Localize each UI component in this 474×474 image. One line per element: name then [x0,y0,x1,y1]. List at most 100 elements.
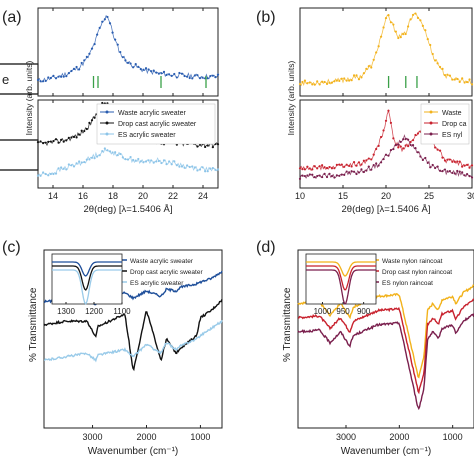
data-point [85,127,88,131]
inset-x-tick-label: 1200 [85,307,103,316]
data-point [201,166,204,169]
x-axis-label: 2θ(deg) [λ=1.5406 Å] [84,204,173,215]
data-point [318,165,321,168]
data-point [49,172,52,176]
data-point [308,81,311,84]
data-point [308,173,311,176]
data-point [404,138,407,141]
data-point [345,79,348,82]
data-point [365,67,368,70]
legend-box [96,103,216,145]
inset-x-tick-label: 1100 [113,307,131,316]
data-point [44,79,47,83]
data-point [168,73,171,76]
data-point [446,73,449,76]
data-point [365,169,368,172]
x-tick-label: 20 [381,191,391,201]
data-point [54,77,58,80]
data-point [443,159,447,162]
data-point [407,25,410,28]
data-point [468,166,471,169]
data-point [214,168,217,171]
data-point [196,74,199,77]
data-point [377,164,380,167]
data-point [434,166,437,170]
data-point [70,69,73,73]
data-point [360,76,363,79]
x-tick-label: 30 [467,191,474,201]
data-point [49,76,52,80]
data-point [313,175,316,179]
data-point [468,78,471,81]
data-point [392,137,395,140]
data-point [132,158,135,162]
data-point [298,167,302,170]
data-point [80,61,83,65]
x-tick-label: 1000 [443,432,463,442]
data-point [144,160,148,163]
data-point [377,144,380,147]
inset-series-line [306,265,376,291]
legend-entry: ES nyl [442,132,463,139]
inset-x-tick-label: 900 [357,307,371,316]
x-axis-label: Wavenumber (cm⁻¹) [88,446,178,457]
x-axis-label: 2θ(deg) [λ=1.5406 Å] [342,204,431,215]
data-point [139,68,142,71]
data-point [340,173,343,176]
data-point [451,78,454,81]
data-point [165,73,168,77]
data-point [90,156,94,159]
data-point [98,26,101,29]
series-line [297,313,474,411]
data-point [416,16,420,19]
data-point [357,171,361,174]
data-point [431,163,434,167]
data-point [355,172,358,176]
data-point [379,35,383,38]
data-point [98,154,101,157]
legend-marker [105,132,109,136]
data-point [424,29,427,32]
x-tick-label: 2000 [389,432,409,442]
data-point [451,160,454,163]
data-point [88,158,91,161]
data-point [39,140,42,143]
data-point [142,161,145,164]
data-point [47,174,50,177]
data-point [441,170,444,173]
x-tick-label: 20 [138,191,148,201]
data-point [303,168,307,171]
data-point [191,77,194,80]
x-tick-label: 22 [168,191,178,201]
data-point [416,132,420,135]
data-point [399,36,402,39]
data-point [379,161,383,164]
data-point [114,151,117,154]
data-point [206,77,209,80]
data-point [328,172,331,175]
data-point [414,146,417,150]
data-point [411,13,415,17]
data-point [384,16,388,20]
panel-d: 3000 2000 1000 Wavenumber (cm⁻¹) % Transmitt… [282,249,474,457]
data-point [465,163,469,166]
data-point [330,167,334,170]
inset-series-line [52,265,122,291]
data-point [196,145,199,148]
data-point [301,80,304,84]
data-point [409,18,412,21]
inset-x-tick-label: 950 [336,307,350,316]
data-point [62,167,65,170]
data-point [350,170,353,173]
data-point [306,165,309,168]
data-point [375,147,378,151]
x-tick-label: 10 [295,191,305,201]
legend-entry: ES acrylic sweater [130,280,184,287]
data-point [461,165,464,168]
data-point [198,77,202,80]
data-point [431,52,434,56]
data-point [461,77,464,80]
data-point [323,172,326,175]
data-point [72,165,76,168]
data-point [411,144,415,147]
